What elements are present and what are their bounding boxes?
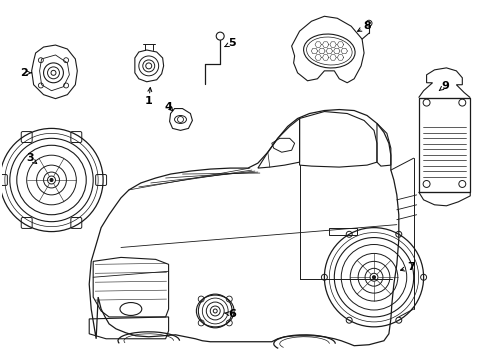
Text: 4: 4 [165,102,172,112]
Text: 6: 6 [228,309,236,319]
Bar [418,98,470,192]
Text: 2: 2 [20,68,27,78]
Text: 8: 8 [363,21,371,31]
Circle shape [372,276,375,279]
Text: 3: 3 [26,153,33,163]
Text: 1: 1 [145,96,152,105]
Text: 7: 7 [407,262,415,272]
Text: 5: 5 [228,38,236,48]
Bar [329,228,357,235]
Text: 9: 9 [441,81,449,91]
Circle shape [50,179,53,181]
